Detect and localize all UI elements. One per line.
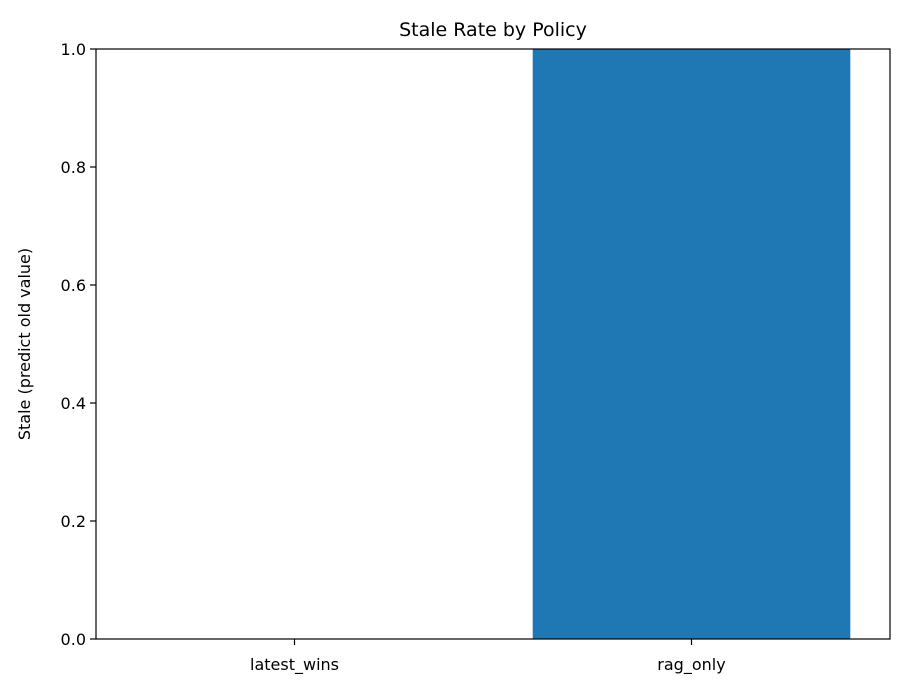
chart-title: Stale Rate by Policy <box>399 19 587 41</box>
y-tick-label: 0.2 <box>61 512 86 531</box>
x-tick-label-latest-wins: latest_wins <box>250 655 339 675</box>
bar-rag-only <box>532 49 851 639</box>
x-tick-label-rag-only: rag_only <box>657 655 725 675</box>
y-axis-label: Stale (predict old value) <box>15 248 34 440</box>
y-tick-label: 0.4 <box>61 394 86 413</box>
y-tick-label: 0.6 <box>61 276 86 295</box>
y-tick-label: 1.0 <box>61 40 86 59</box>
y-tick-label: 0.8 <box>61 158 86 177</box>
plot-area: 0.0 0.2 0.4 0.6 0.8 1.0 latest_wins rag_only <box>61 40 891 675</box>
plot-frame <box>95 48 891 640</box>
y-tick-label: 0.0 <box>61 630 86 649</box>
